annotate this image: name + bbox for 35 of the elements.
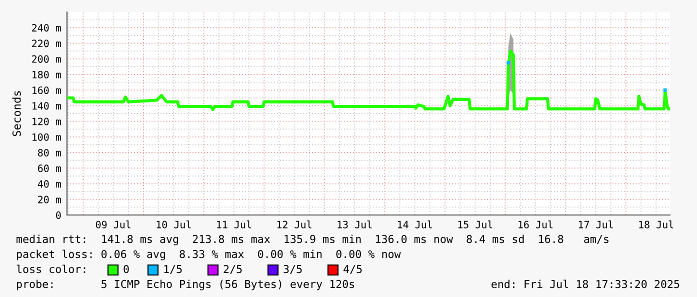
y-tick-label: 160 m xyxy=(32,86,61,94)
x-tick-label: 16 Jul xyxy=(518,220,553,228)
y-tick-label: 60 m xyxy=(38,164,61,172)
y-tick-label: 0 xyxy=(56,211,61,219)
x-tick-label: 15 Jul xyxy=(458,220,492,228)
x-tick-label: 11 Jul xyxy=(217,220,252,228)
y-tick-label: 220 m xyxy=(32,40,61,48)
y-axis-title: Seconds xyxy=(12,91,21,136)
text: median rtt: 141.8 ms avg 213.8 ms max 135.9 ms min 136.0 ms now 8.4 ms sd 16.8 am/s xyxy=(16,234,608,246)
legend-label: 2/5 xyxy=(224,264,242,274)
y-tick-label: 20 m xyxy=(38,196,61,204)
y-tick-label: 140 m xyxy=(32,102,61,110)
x-tick-label: 09 Jul xyxy=(96,220,130,228)
legend-label: 0 xyxy=(124,264,129,274)
x-tick-label: 14 Jul xyxy=(398,220,432,228)
line-series xyxy=(67,50,670,112)
y-tick-label: 200 m xyxy=(32,55,61,63)
y-tick-label: 100 m xyxy=(32,133,61,141)
x-tick-label: 10 Jul xyxy=(156,220,191,228)
text: end: Fri Jul 18 17:33:20 2025 xyxy=(492,280,680,288)
y-tick-label: 80 m xyxy=(38,148,61,157)
x-tick-label: 12 Jul xyxy=(277,220,312,228)
legend-label: 1/5 xyxy=(164,265,182,274)
y-tick-label: 40 m xyxy=(38,180,61,188)
legend-label: 3/5 xyxy=(284,264,302,274)
y-tick-label: 180 m xyxy=(32,70,61,78)
x-tick-label: 17 Jul xyxy=(578,220,613,228)
legend-title: loss color: xyxy=(16,264,86,274)
x-tick-label: 18 Jul xyxy=(639,220,674,228)
text: packet loss: 0.06 % avg 8.33 % max 0.00 % min 0.00 % now xyxy=(17,250,401,260)
y-tick-label: 120 m xyxy=(32,118,61,126)
y-tick-label: 240 m xyxy=(32,24,61,32)
text: probe: 5 ICMP Echo Pings (56 Bytes) every 120s xyxy=(17,280,354,290)
x-tick-label: 13 Jul xyxy=(338,220,372,228)
legend-label: 4/5 xyxy=(344,265,362,274)
